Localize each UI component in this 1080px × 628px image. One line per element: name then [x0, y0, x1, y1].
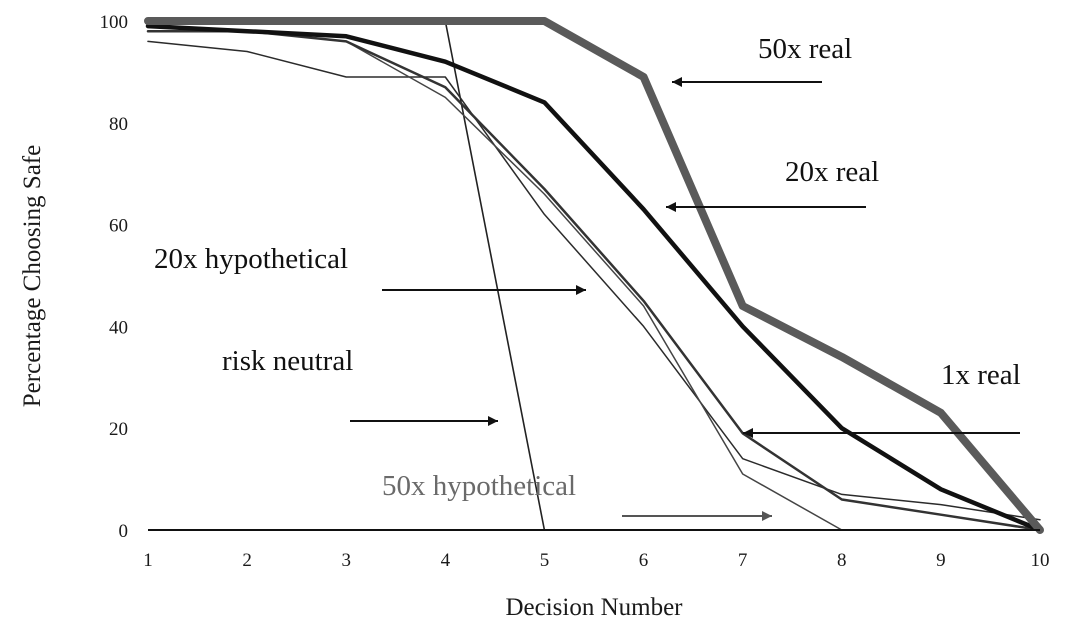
x-tick-label: 7 [738, 550, 748, 571]
x-tick-label: 9 [936, 550, 946, 571]
x-tick-label: 4 [441, 550, 451, 571]
x-tick-label: 6 [639, 550, 649, 571]
series-lines [144, 17, 1044, 534]
x-tick-label: 3 [341, 550, 351, 571]
annotation-1x-real: 1x real [941, 359, 1021, 391]
y-tick-label: 60 [109, 216, 128, 237]
arrowhead-20x-real [666, 202, 676, 212]
annotation-20x-real: 20x real [785, 156, 879, 188]
arrowhead-50x-real [672, 77, 682, 87]
y-tick-label: 0 [119, 521, 129, 542]
arrowhead-1x-real [743, 428, 753, 438]
annotations: 50x real 20x real 20x hypothetical risk … [154, 33, 1021, 521]
arrowhead-risk-neutral [488, 416, 498, 426]
series-line-50x-real [144, 17, 1044, 534]
series-line-50x-hypothetical [147, 30, 843, 531]
x-axis-title: Decision Number [505, 594, 683, 621]
annotation-risk-neutral: risk neutral [222, 345, 353, 377]
x-tick-label: 5 [540, 550, 550, 571]
series-line-1x-real [147, 40, 1041, 521]
y-tick-labels: 0 20 40 60 80 100 [100, 12, 129, 542]
y-tick-label: 80 [109, 114, 128, 135]
y-tick-label: 20 [109, 419, 128, 440]
x-tick-label: 2 [242, 550, 252, 571]
x-tick-labels: 1 2 3 4 5 6 7 8 9 10 [143, 550, 1049, 571]
arrowhead-20x-hypothetical [576, 285, 586, 295]
y-axis-title: Percentage Choosing Safe [19, 145, 46, 407]
series-line-risk-neutral [147, 20, 546, 531]
x-tick-label: 8 [837, 550, 847, 571]
series-line-20x-real [145, 23, 1043, 533]
annotation-20x-hypothetical: 20x hypothetical [154, 243, 348, 275]
annotation-50x-real: 50x real [758, 33, 852, 65]
y-tick-label: 40 [109, 317, 128, 338]
annotation-50x-hypothetical: 50x hypothetical [382, 470, 576, 502]
arrowhead-50x-hypothetical [762, 511, 772, 521]
x-tick-label: 1 [143, 550, 153, 571]
series-line-20x-hypothetical [146, 29, 1042, 532]
y-tick-label: 100 [100, 12, 129, 33]
x-tick-label: 10 [1031, 550, 1050, 571]
